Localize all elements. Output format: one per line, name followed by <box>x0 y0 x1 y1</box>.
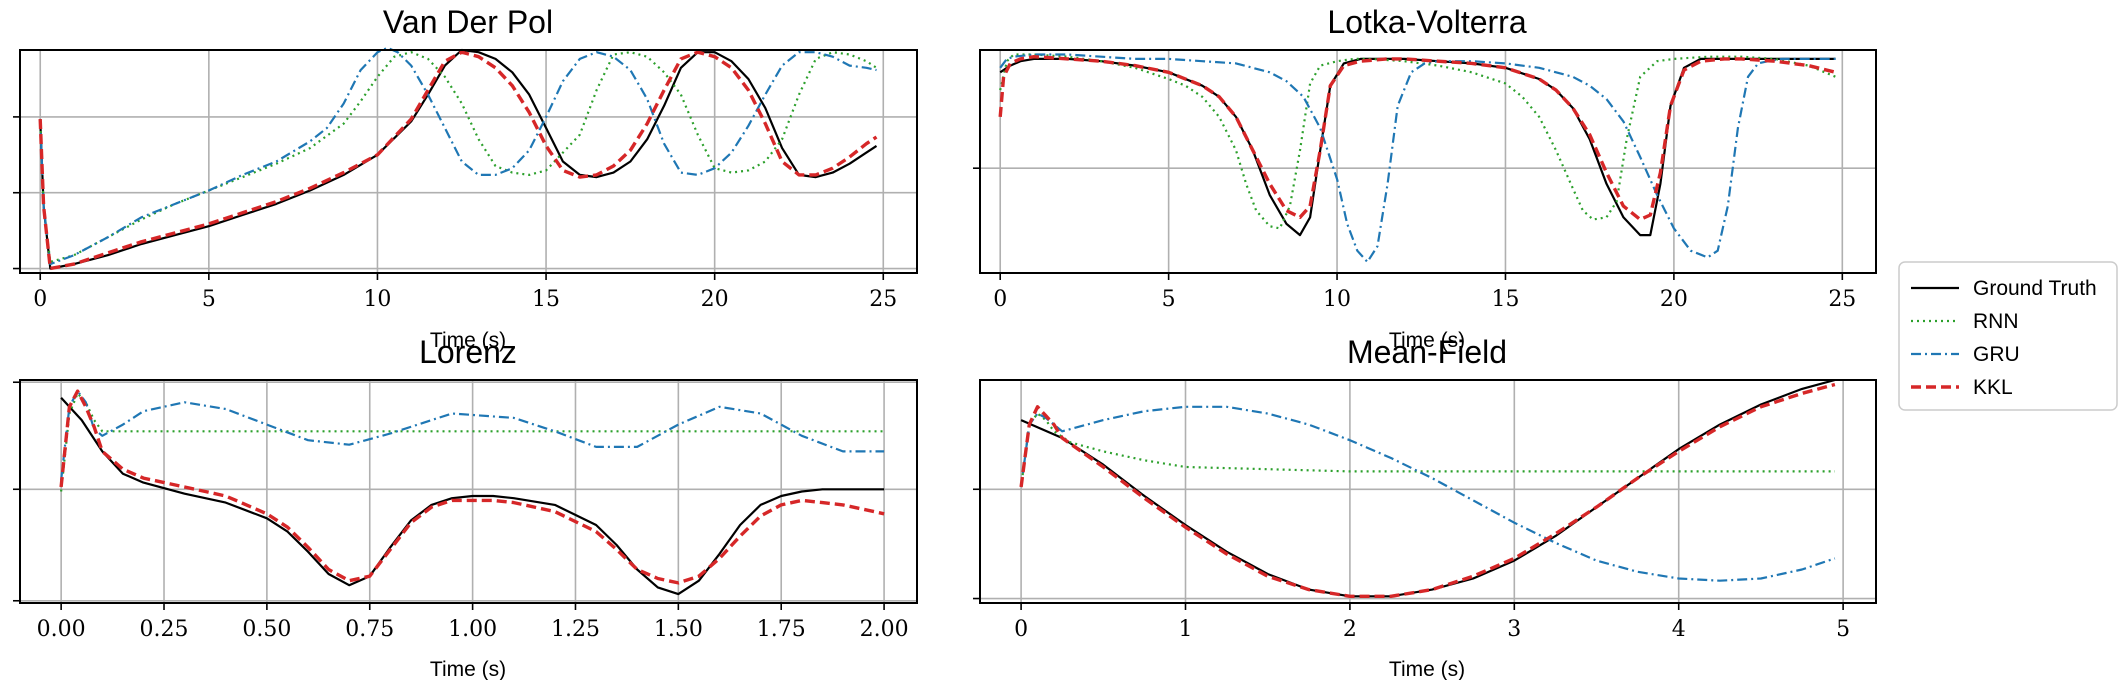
x-tick-label: 1 <box>1179 617 1193 642</box>
series-line-gru <box>999 53 1836 263</box>
plot-frame <box>19 379 918 604</box>
legend-label-kkl: KKL <box>1973 376 2013 399</box>
series-line-ground-truth <box>39 48 878 270</box>
series-line-ground-truth <box>999 57 1836 237</box>
x-tick-label: 0.25 <box>140 617 189 642</box>
x-tick-label: 0.00 <box>37 617 86 642</box>
legend-box <box>1898 261 2118 411</box>
x-tick-label: 0 <box>1014 617 1028 642</box>
x-axis-label: Time (s) <box>1389 329 1465 352</box>
subplot-title: Van Der Pol <box>383 4 553 40</box>
series-line-ground-truth <box>1020 378 1836 598</box>
x-tick-label: 0 <box>33 287 47 312</box>
subplot-lotka-volterra: Lotka-Volterra 0 5 10 15 20 25 Time (s) <box>973 4 1877 352</box>
x-tick-label: 1.75 <box>757 617 806 642</box>
x-tick-label: 15 <box>532 287 560 312</box>
series-line-gru <box>60 390 885 481</box>
subplot-van-der-pol: Van Der Pol 0 5 10 15 20 25 Time (s) <box>13 4 918 352</box>
series-line-gru <box>1020 405 1836 582</box>
x-tick-label: 5 <box>1836 617 1850 642</box>
legend-label-rnn: RNN <box>1973 310 2019 333</box>
x-axis-label: Time (s) <box>430 658 506 680</box>
series-line-kkl <box>59 389 885 585</box>
subplot-title: Lorenz <box>419 334 517 370</box>
x-tick-label: 20 <box>1660 287 1688 312</box>
legend-entry-ground-truth: Ground Truth <box>1911 277 2097 300</box>
series-line-ground-truth <box>60 397 885 596</box>
x-tick-label: 5 <box>202 287 216 312</box>
subplot-title: Lotka-Volterra <box>1327 4 1526 40</box>
series-line-kkl <box>38 50 878 271</box>
series-line-rnn <box>39 51 878 263</box>
x-tick-label: 25 <box>1828 287 1856 312</box>
plot-frame <box>979 49 1877 274</box>
series-line-kkl <box>1019 382 1836 598</box>
x-axis-label: Time (s) <box>1389 658 1465 680</box>
series-line-gru <box>39 46 877 266</box>
series-line-kkl <box>998 55 1837 222</box>
legend: Ground Truth RNN GRU KKL <box>1898 261 2118 411</box>
x-tick-label: 1.50 <box>654 617 703 642</box>
x-tick-label: 0.50 <box>242 617 291 642</box>
x-tick-label: 2.00 <box>860 617 909 642</box>
series-line-rnn <box>999 53 1837 230</box>
x-tick-label: 2 <box>1343 617 1357 642</box>
x-tick-label: 25 <box>869 287 897 312</box>
x-tick-label: 0 <box>993 287 1007 312</box>
x-tick-label: 10 <box>1323 287 1351 312</box>
legend-entry-kkl: KKL <box>1911 376 2013 399</box>
x-tick-label: 3 <box>1507 617 1521 642</box>
x-tick-label: 20 <box>701 287 729 312</box>
subplot-title: Mean-Field <box>1347 334 1507 370</box>
x-tick-label: 10 <box>363 287 391 312</box>
x-axis-label: Time (s) <box>430 329 506 352</box>
plot-frame <box>19 49 918 274</box>
legend-entry-rnn: RNN <box>1911 310 2019 333</box>
x-tick-label: 1.00 <box>448 617 497 642</box>
x-tick-label: 5 <box>1162 287 1176 312</box>
legend-label-ground-truth: Ground Truth <box>1973 277 2097 300</box>
subplot-lorenz: Lorenz 0.00 0.25 0.50 0.75 1.00 1.25 1.50 1.75 2… <box>13 334 918 680</box>
x-tick-label: 0.75 <box>345 617 394 642</box>
plot-frame <box>979 379 1877 604</box>
legend-label-gru: GRU <box>1973 343 2020 366</box>
series-line-rnn <box>60 392 885 492</box>
x-tick-label: 15 <box>1491 287 1519 312</box>
x-tick-label: 1.25 <box>551 617 600 642</box>
legend-entry-gru: GRU <box>1911 343 2020 366</box>
subplot-mean-field: Mean-Field 0 1 2 3 4 5 Time (s) <box>973 334 1877 680</box>
x-tick-label: 4 <box>1672 617 1686 642</box>
